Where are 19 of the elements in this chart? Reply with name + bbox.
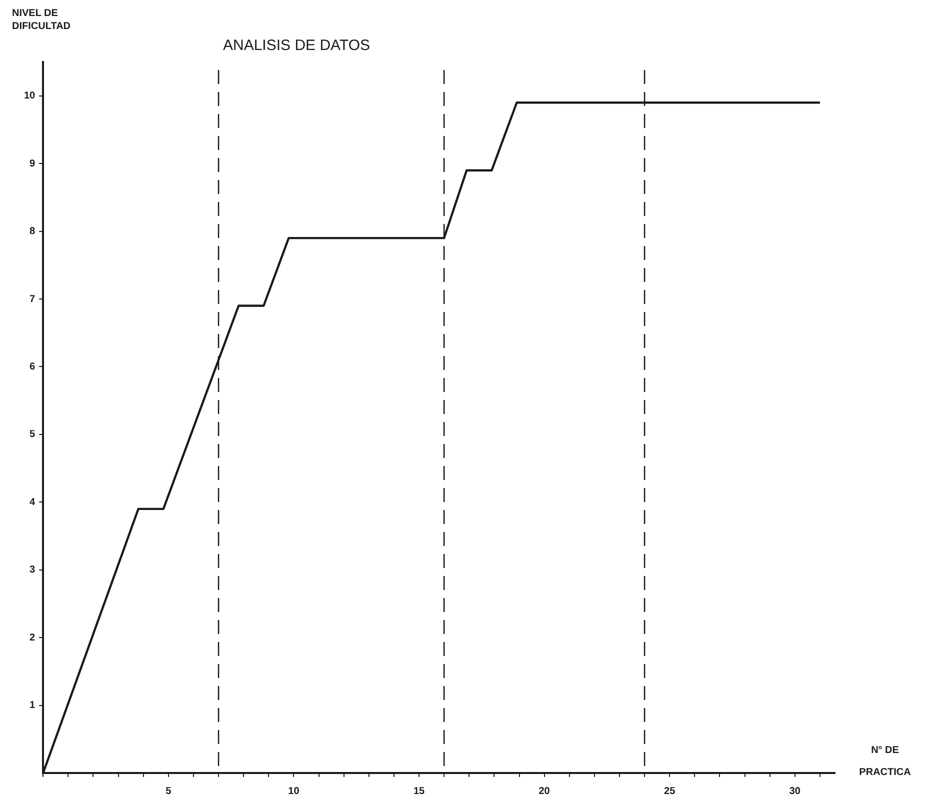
- x-tick-label: 15: [413, 786, 426, 797]
- y-tick-label: 7: [30, 294, 36, 305]
- y-tick-label: 8: [30, 226, 36, 238]
- x-tick-label: 30: [789, 786, 801, 797]
- x-tick-label: 20: [538, 786, 550, 797]
- x-tick-label: 10: [288, 786, 300, 797]
- y-tick-label: 1: [30, 700, 36, 712]
- x-tick-label: 5: [166, 786, 172, 797]
- x-axis-title: N° DE PRACTICA: [859, 745, 911, 778]
- y-tick-label: 4: [30, 496, 36, 508]
- y-tick-label: 10: [24, 90, 36, 102]
- y-tick-label: 3: [30, 564, 36, 576]
- y-axis-title: NIVEL DE DIFICULTAD: [12, 8, 71, 32]
- y-tick-label: 5: [30, 429, 36, 440]
- y-tick-label: 9: [30, 158, 36, 170]
- x-tick-label: 25: [664, 786, 676, 797]
- y-tick-label: 2: [30, 632, 36, 644]
- chart-title: ANALISIS DE DATOS: [223, 37, 370, 54]
- y-tick-label: 6: [30, 361, 36, 372]
